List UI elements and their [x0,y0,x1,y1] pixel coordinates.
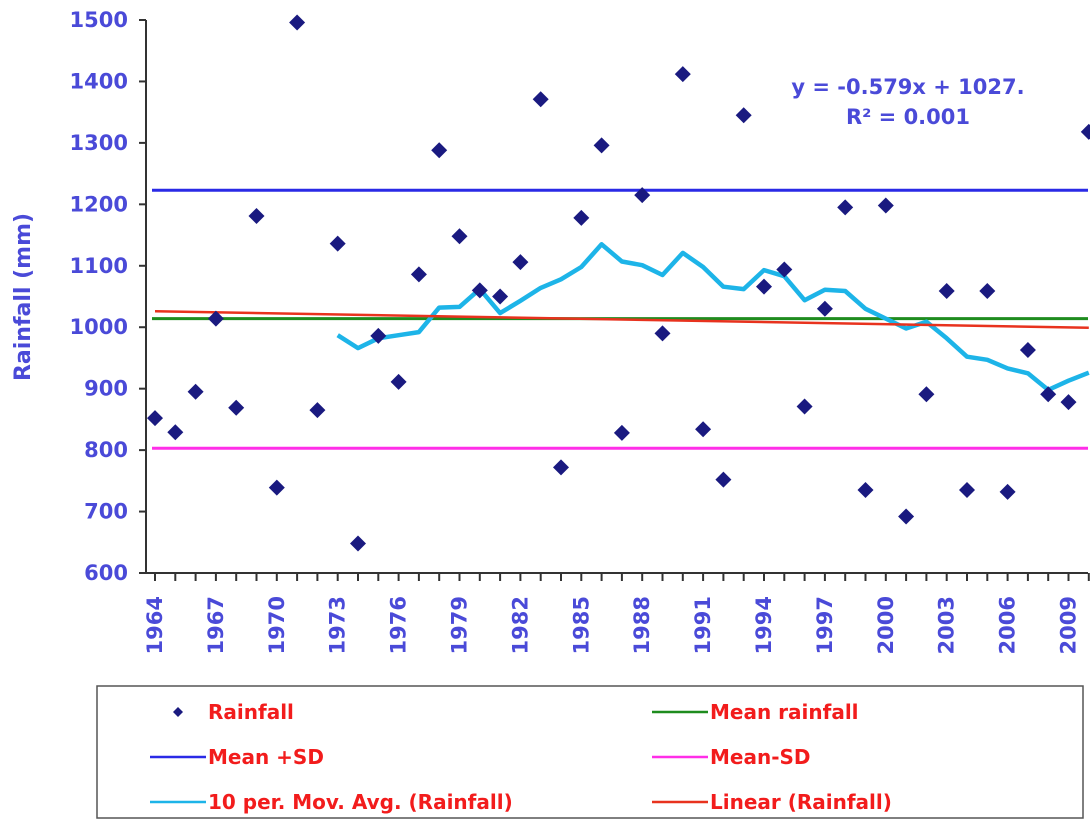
y-tick-label: 1200 [70,192,128,216]
x-tick-label: 1997 [813,596,837,654]
rainfall-point [451,228,468,245]
rainfall-point [410,266,427,283]
x-tick-label: 2000 [874,596,898,654]
rainfall-point [816,300,833,317]
x-tick-label: 1976 [387,596,411,654]
rainfall-point [877,197,894,214]
rainfall-point [695,421,712,438]
y-tick-label: 600 [84,561,128,585]
trendline-equation: y = -0.579x + 1027. [791,75,1024,99]
10-per-mov-avg-rainfall-line [336,242,1090,393]
x-tick-label: 1988 [630,596,654,654]
rainfall-point [573,209,590,226]
rainfall-point [370,327,387,344]
rainfall-point [857,482,874,499]
rainfall-point [979,282,996,299]
y-axis-title: Rainfall (mm) [11,213,36,381]
rainfall-point [471,282,488,299]
y-tick-label: 1500 [70,8,128,32]
rainfall-markers [147,14,1090,552]
rainfall-point [796,398,813,415]
x-tick-label: 1967 [204,596,228,654]
x-tick-label: 1994 [752,596,776,654]
y-axis-title-group: Rainfall (mm) [11,213,36,381]
rainfall-point [289,14,306,31]
rainfall-point [248,208,265,225]
legend-rainfall-label: Rainfall [208,700,294,724]
legend: Rainfall Mean rainfall Mean +SD Mean-SD 10 p… [150,700,892,814]
y-tick-label: 700 [84,500,128,524]
x-tick-label: 2009 [1057,596,1081,654]
y-tick-label: 1300 [70,131,128,155]
x-tick-label: 1979 [448,596,472,654]
rainfall-point [837,199,854,216]
x-tick-label: 1985 [569,596,593,654]
rainfall-point [938,282,955,299]
rainfall-point [756,278,772,295]
rainfall-point [999,483,1016,500]
rainfall-point [492,288,509,305]
legend-linear-rainfall-label: Linear (Rainfall) [710,790,892,814]
rainfall-point [532,91,549,108]
rainfall-point [309,402,326,419]
rainfall-point [715,471,732,488]
rainfall-point [147,410,163,427]
rainfall-point [350,535,366,552]
series-lines [154,242,1090,393]
rainfall-point [776,261,793,278]
rainfall-point [512,254,529,271]
y-tick-labels: 600 700 800 900 1000 1100 1200 1300 1400 1500 [70,8,128,585]
rainfall-point [1019,341,1036,358]
legend-rainfall-swatch [173,707,183,717]
rainfall-point [167,424,184,441]
rainfall-point [1040,386,1057,403]
x-tick-labels: 1964 1967 1970 1973 1976 1979 1982 1985 1988 1991… [143,596,1081,654]
rainfall-point [207,310,224,327]
rainfall-point [228,399,245,416]
y-tick-label: 800 [84,438,128,462]
x-tick-label: 1970 [265,596,289,654]
rainfall-point [1060,394,1077,411]
rainfall-point [674,66,691,83]
rainfall-point [390,373,407,390]
legend-mean-sd-label: Mean-SD [710,745,811,769]
x-tick-label: 1973 [326,596,350,654]
legend-mean-rainfall-label: Mean rainfall [710,700,859,724]
y-tick-label: 1400 [70,69,128,93]
axes [139,19,1090,581]
rainfall-point [898,508,915,525]
rainfall-point [431,142,448,159]
linear-rainfall-line [154,309,1089,330]
x-tick-label: 1964 [143,596,167,654]
rainfall-point [187,383,204,400]
rainfall-point [959,482,975,499]
r-squared-label: R² = 0.001 [846,105,970,129]
rainfall-point [735,107,752,124]
rainfall-point [613,424,630,441]
x-tick-label: 1991 [691,596,715,654]
rainfall-point [654,325,671,342]
legend-box [96,685,1084,819]
rainfall-point [593,137,610,154]
legend-mean-sd-label: Mean +SD [208,745,324,769]
rainfall-point [1080,123,1090,140]
rainfall-point [553,459,569,476]
x-tick-label: 2003 [935,596,959,654]
rainfall-point [268,479,285,496]
rainfall-point [918,386,935,403]
rainfall-point [329,235,346,252]
y-tick-label: 1000 [70,315,128,339]
x-tick-label: 1982 [508,596,532,654]
rainfall-point [634,187,651,204]
legend-10-per-mov-avg-rainfall-label: 10 per. Mov. Avg. (Rainfall) [208,790,513,814]
y-tick-label: 1100 [70,254,128,278]
x-tick-label: 2006 [996,596,1020,654]
y-tick-label: 900 [84,377,128,401]
